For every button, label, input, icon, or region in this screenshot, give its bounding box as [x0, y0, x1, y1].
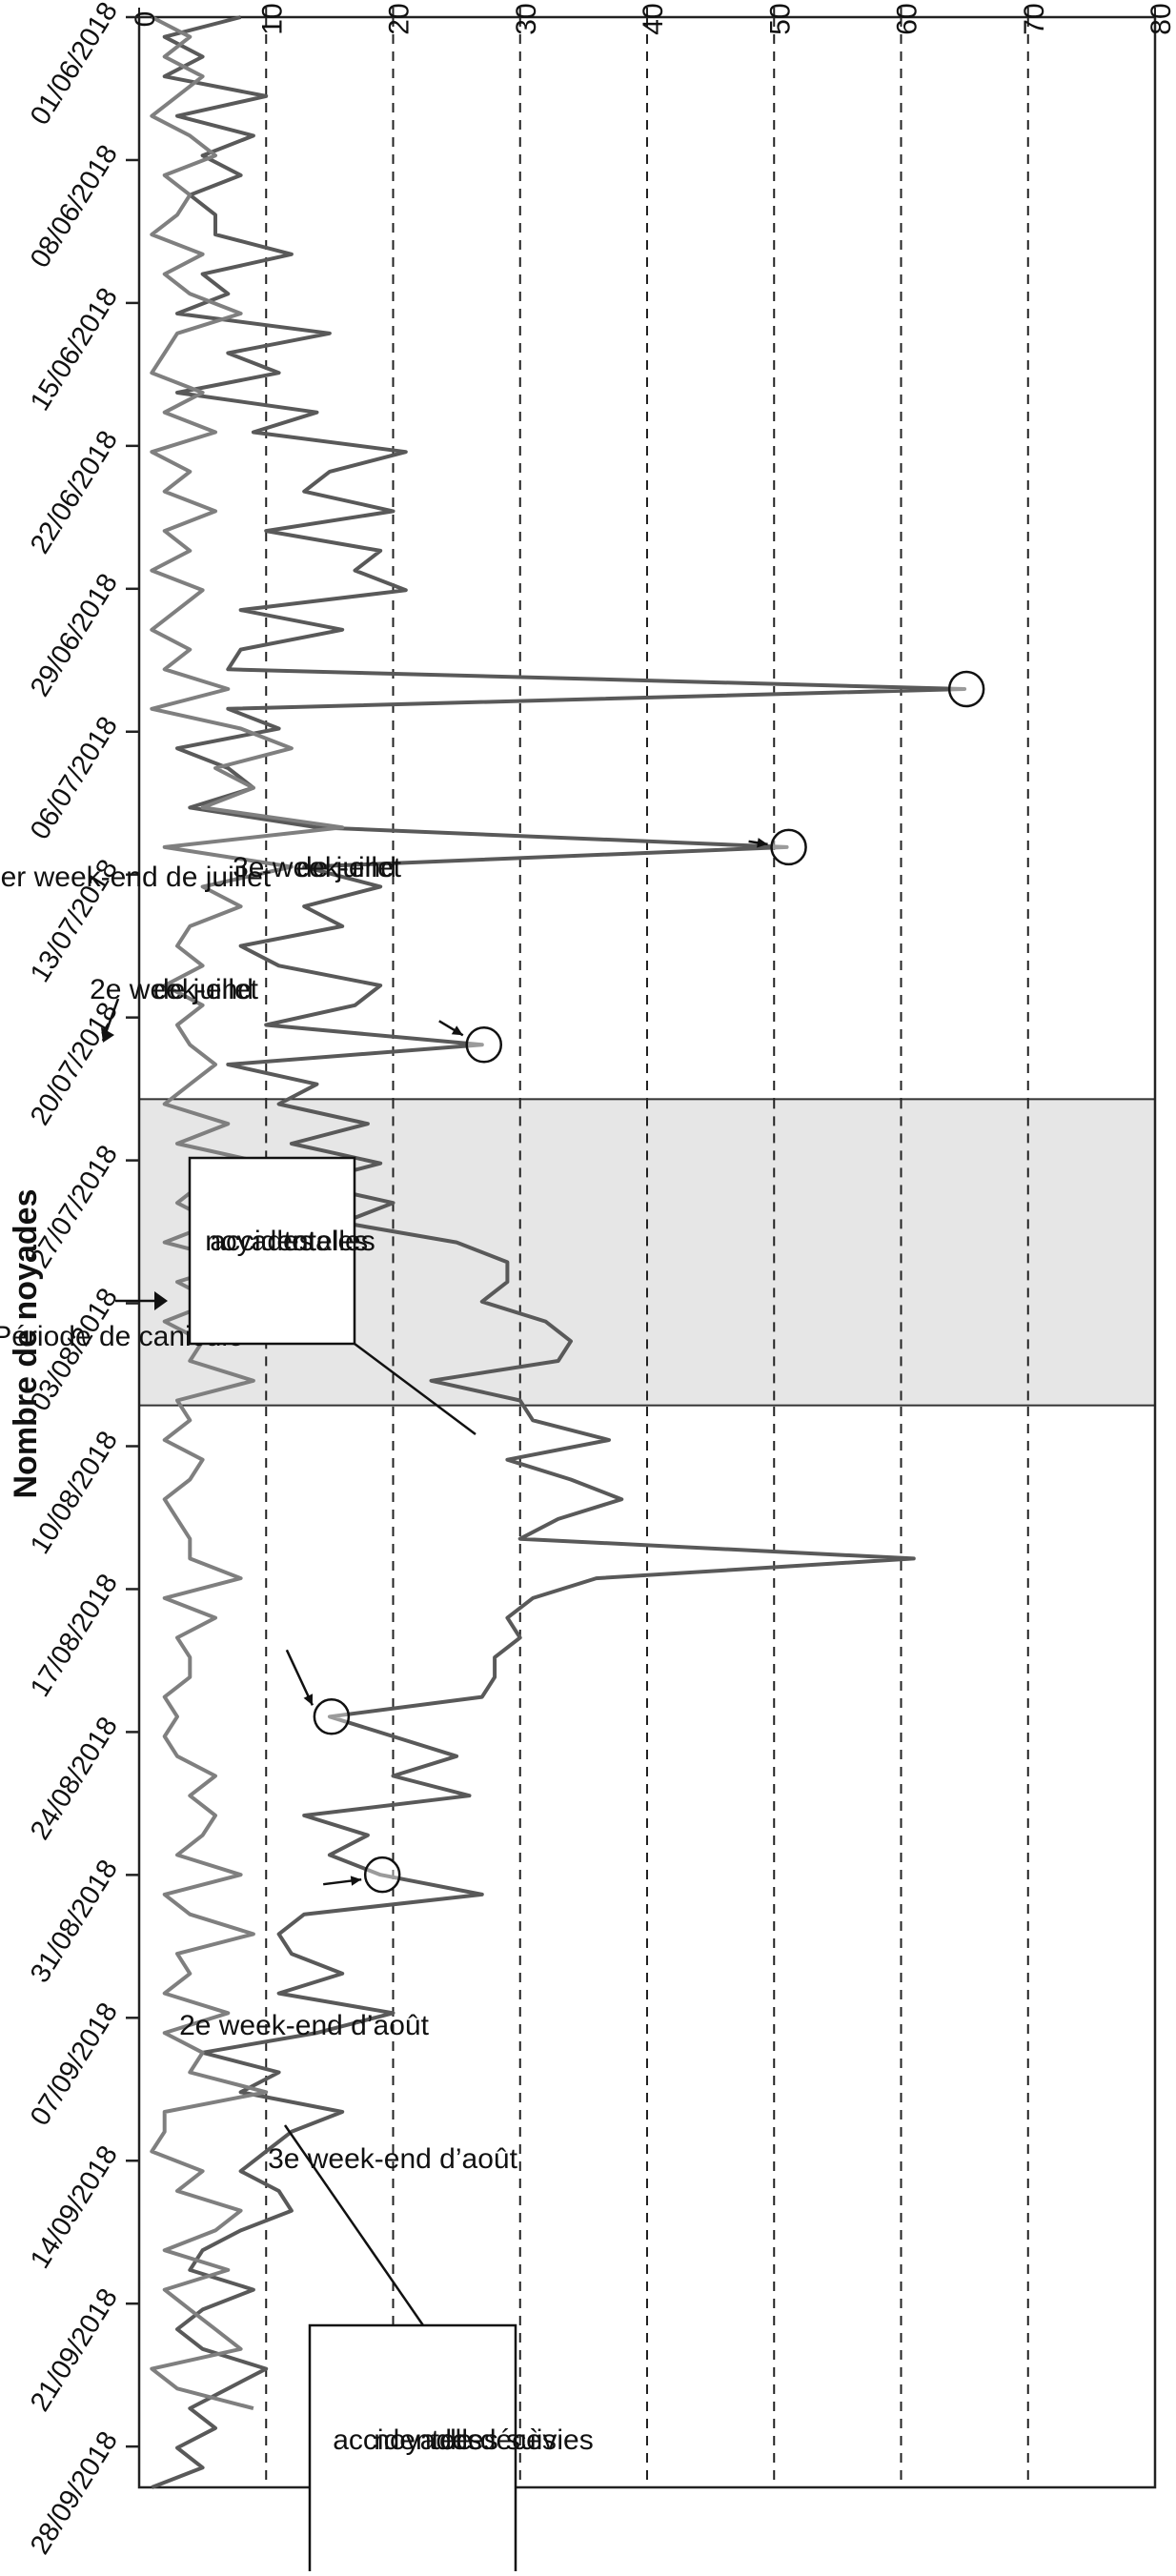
legend-totales-l1: noyades: [205, 1226, 313, 1257]
series-line-totales: [151, 15, 967, 2489]
peak-circle-0: [947, 670, 985, 708]
peak-circle-2: [465, 1026, 503, 1064]
peak-arrow-head-2: [303, 1694, 314, 1706]
legend-totales-l3: totales: [284, 1226, 368, 1257]
peak-arrow-head-1er: [101, 1027, 114, 1043]
legend-deces-l1: noyades: [374, 2424, 481, 2456]
peak-circle-1: [770, 828, 807, 866]
y-tick-label-80: 80: [1146, 3, 1176, 34]
legend-deces-l3: de décès: [440, 2424, 557, 2456]
annotation-2e-week-end-juillet-l2: de juillet: [153, 974, 259, 1005]
y-tick-label-60: 60: [892, 3, 923, 34]
peak-arrow-head-1: [451, 1025, 463, 1036]
y-tick-label-30: 30: [511, 3, 542, 34]
legend-totales-l2: accidentelles: [210, 1226, 375, 1257]
peak-circle-4: [363, 1856, 401, 1894]
annotations: Période de canicule 1er week-end de juil…: [0, 670, 985, 2575]
legend-deces-l2: accidentelles suivies: [333, 2424, 593, 2456]
y-tick-label-70: 70: [1019, 3, 1050, 34]
peak-circle-3: [313, 1698, 351, 1735]
annotation-2e-week-end-juillet-l1: 2e week-end: [90, 974, 253, 1005]
y-axis-label: Nombre de noyades: [8, 1189, 44, 1499]
peak-arrow-head-0: [757, 838, 768, 848]
y-tick-label-20: 20: [384, 3, 416, 34]
legend-box-totales: [188, 1156, 356, 1346]
peak-arrow-head-3: [350, 1876, 362, 1886]
y-tick-label-10: 10: [256, 3, 288, 34]
annotation-3e-week-end-juillet-l1: 3e week-end: [233, 852, 396, 883]
annotation-2e-week-end-aout: 2e week-end d’août: [179, 2010, 430, 2041]
y-tick-label-0: 0: [130, 11, 161, 28]
canicule-arrow-head: [154, 1291, 168, 1310]
annotation-3e-week-end-aout: 3e week-end d’août: [268, 2143, 518, 2175]
legend-leader-deces: [283, 2124, 425, 2326]
annotation-1er-week-end-juillet: 1er week-end de juillet: [0, 862, 272, 893]
annotation-3e-week-end-juillet-l2: de juillet: [296, 852, 402, 883]
y-axis-ticks: 0 10 20 30 40 50 60 70 80: [130, 3, 1176, 34]
y-tick-label-50: 50: [764, 3, 796, 34]
y-tick-label-40: 40: [638, 3, 669, 34]
legend-leader-totales: [354, 1342, 476, 1436]
